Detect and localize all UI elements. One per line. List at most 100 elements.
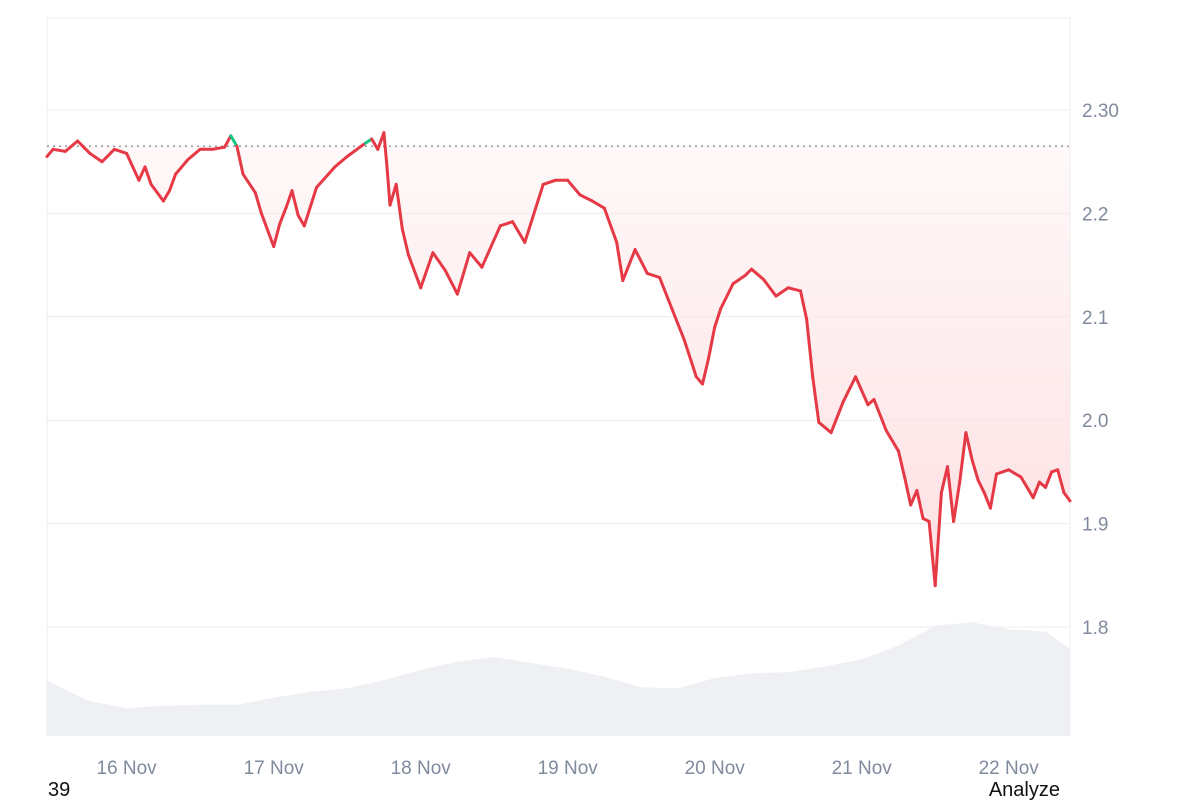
- volume-layer: [47, 622, 1070, 736]
- price-segment: [443, 268, 459, 296]
- price-segment: [958, 431, 968, 484]
- price-segment: [174, 158, 190, 176]
- volume-area: [47, 622, 1070, 736]
- price-segment: [995, 468, 1011, 476]
- x-tick-label: 16 Nov: [96, 758, 157, 779]
- price-segment: [76, 139, 92, 155]
- price-segment: [762, 278, 778, 298]
- price-segment: [884, 429, 900, 453]
- price-segment: [100, 147, 116, 164]
- price-segment: [168, 172, 178, 193]
- price-segment: [811, 375, 821, 424]
- x-tick-label: 21 Nov: [832, 758, 893, 779]
- price-segment: [241, 172, 257, 195]
- price-segment: [302, 186, 318, 228]
- price-segment: [149, 182, 165, 203]
- price-segment: [1007, 468, 1023, 479]
- price-segment: [566, 178, 582, 197]
- price-segment: [143, 165, 153, 186]
- price-segment: [382, 131, 389, 169]
- price-segment: [927, 520, 937, 588]
- x-tick-label: 20 Nov: [685, 758, 746, 779]
- price-segment: [419, 251, 435, 290]
- price-segment: [841, 375, 858, 404]
- price-segment: [645, 271, 662, 279]
- price-segment: [621, 248, 637, 283]
- price-segment: [394, 182, 404, 231]
- price-segment: [400, 227, 410, 257]
- analyze-button[interactable]: Analyze: [988, 779, 1060, 801]
- price-segment: [498, 220, 515, 228]
- price-segment: [290, 189, 300, 217]
- footer-left-number: 39: [48, 779, 71, 801]
- price-segment: [952, 480, 962, 523]
- price-segment: [541, 178, 557, 186]
- price-segment: [272, 222, 282, 248]
- price-segment: [455, 251, 472, 296]
- price-segment: [933, 491, 943, 588]
- y-axis-labels: 2.30 2.2 2.1 2.0 1.9 1.8: [1082, 101, 1119, 639]
- price-line-layer: [45, 131, 1072, 588]
- price-segment: [1062, 491, 1072, 503]
- price-segment: [774, 286, 790, 298]
- price-segment: [701, 356, 711, 386]
- price-segment: [854, 375, 870, 407]
- price-segment: [223, 134, 233, 149]
- y-tick-label: 2.30: [1082, 101, 1119, 122]
- price-segment: [161, 189, 171, 203]
- price-segment: [333, 155, 349, 169]
- price-segment: [970, 458, 980, 482]
- x-tick-label: 22 Nov: [979, 758, 1040, 779]
- y-tick-label: 2.2: [1082, 204, 1108, 225]
- price-segment: [229, 134, 239, 148]
- price-segment: [731, 273, 747, 286]
- price-segment: [590, 199, 606, 210]
- price-segment: [315, 165, 337, 189]
- price-segment: [976, 478, 986, 495]
- price-segment: [406, 253, 423, 290]
- grid-layer: [46, 17, 1071, 736]
- price-segment: [125, 151, 141, 182]
- price-segment: [259, 211, 276, 248]
- price-segment: [278, 206, 288, 226]
- price-segment: [431, 251, 447, 272]
- price-segment: [523, 182, 545, 244]
- price-segment: [578, 193, 594, 203]
- price-segment: [1031, 480, 1041, 500]
- price-segment: [480, 224, 502, 269]
- price-segment: [707, 325, 717, 360]
- price-segment: [1044, 470, 1054, 489]
- price-segment: [1019, 475, 1035, 500]
- price-segment: [284, 189, 294, 210]
- price-segment: [602, 206, 619, 244]
- price-segment: [670, 307, 686, 341]
- price-segment: [45, 147, 55, 158]
- price-segment: [615, 240, 625, 283]
- price-segment: [63, 139, 80, 153]
- price-segment: [964, 431, 974, 461]
- price-segment: [345, 141, 367, 158]
- area-fill-layer: [47, 146, 1070, 586]
- price-segment: [946, 465, 956, 523]
- price-segment: [51, 147, 67, 153]
- price-segment: [719, 282, 735, 310]
- below-reference-fill: [47, 146, 1070, 586]
- x-tick-label: 19 Nov: [538, 758, 599, 779]
- price-segment: [915, 489, 925, 520]
- price-segment: [186, 147, 202, 162]
- y-tick-label: 2.0: [1082, 411, 1108, 432]
- price-segment: [805, 317, 815, 379]
- x-tick-label: 18 Nov: [391, 758, 452, 779]
- price-segment: [112, 147, 129, 155]
- price-segment: [897, 449, 907, 479]
- price-segment: [903, 475, 913, 507]
- price-segment: [633, 248, 649, 275]
- price-segment: [872, 398, 888, 432]
- price-segment: [385, 165, 392, 207]
- x-tick-label: 17 Nov: [244, 758, 305, 779]
- price-segment: [1056, 468, 1066, 495]
- y-tick-label: 1.9: [1082, 515, 1108, 536]
- x-axis-labels: 16 Nov 17 Nov 18 Nov 19 Nov 20 Nov 21 Nov 22 N…: [96, 758, 1039, 779]
